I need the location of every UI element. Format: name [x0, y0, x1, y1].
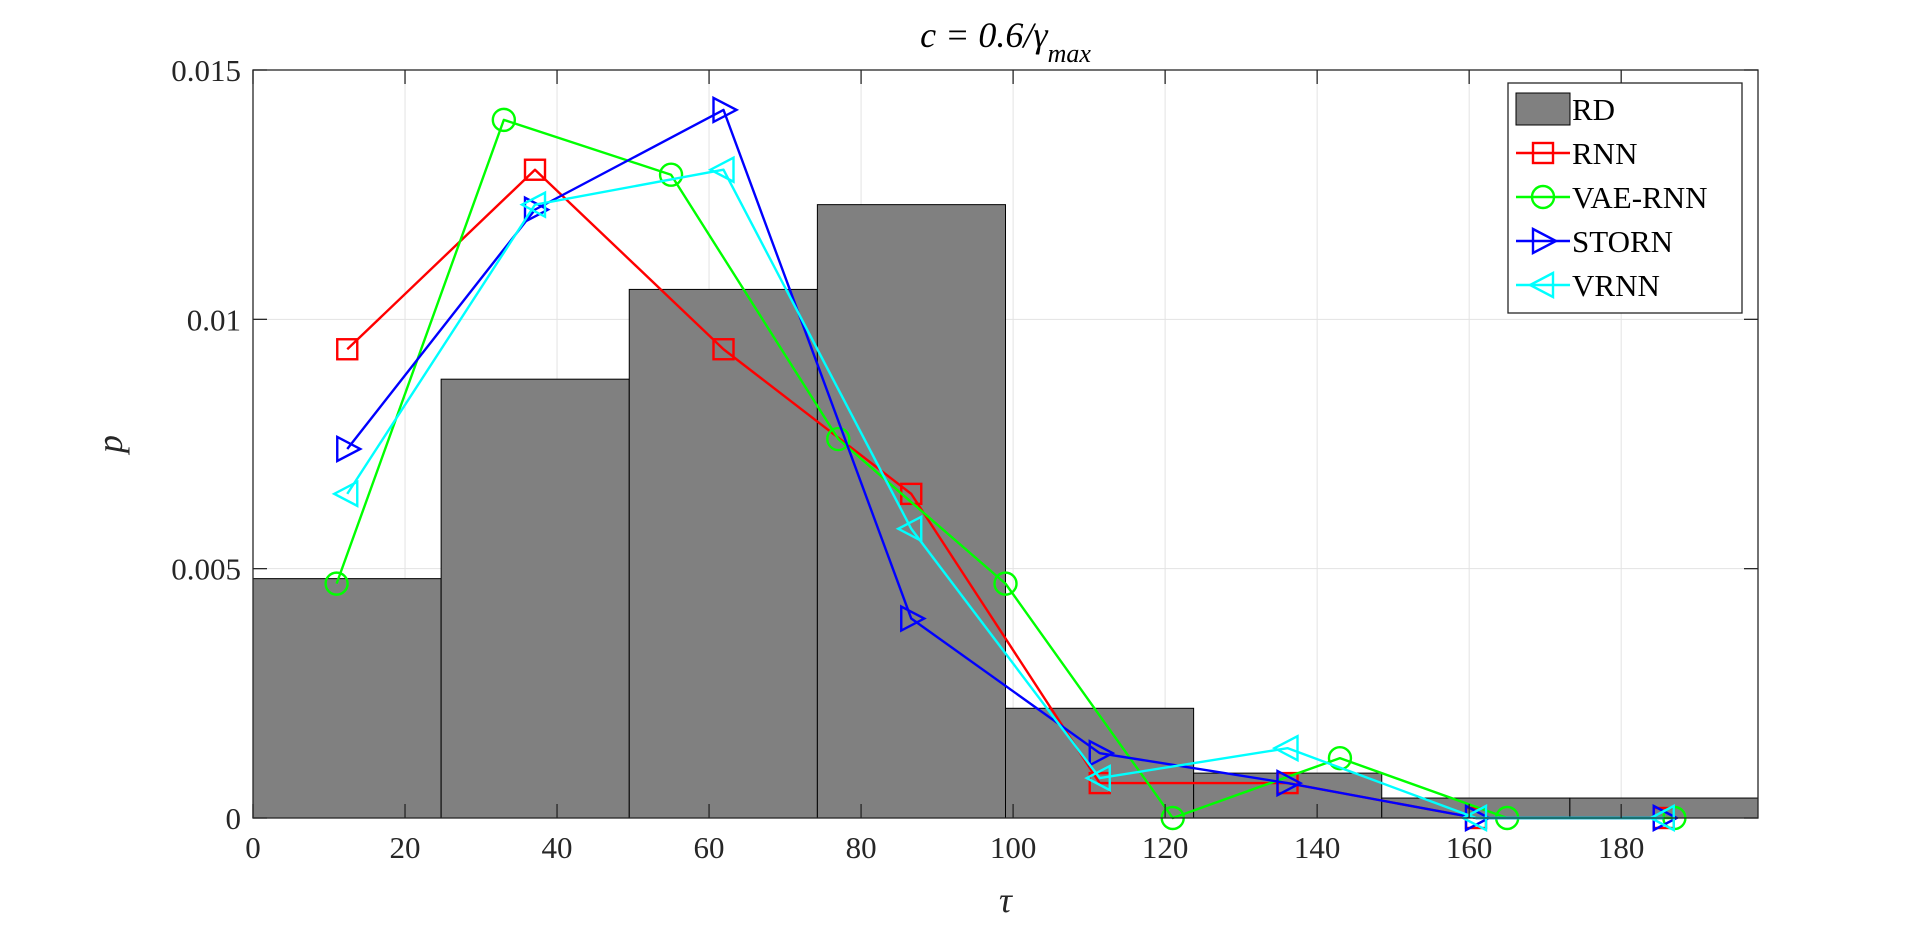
x-tick-label: 180: [1598, 830, 1645, 865]
data-point-storn: [1276, 769, 1304, 798]
histogram-bar: [440, 378, 630, 819]
legend-label: STORN: [1572, 224, 1673, 259]
series-line-vrnn: [346, 168, 1664, 820]
data-point-vrnn: [1084, 764, 1111, 793]
series-lines: [324, 95, 1687, 832]
histogram-bars: [252, 204, 1759, 819]
axis-ticks: 0 20 40 60 80 100 120 140 160 180 0 0.005 0.01 0.015: [171, 53, 1758, 865]
legend-marker: [1527, 271, 1555, 299]
legend: RD RNN VAE-RNN STORN VRNN: [1507, 82, 1743, 314]
data-point-vae-rnn: [1327, 745, 1353, 771]
histogram-bar: [628, 288, 818, 819]
legend-marker: [1531, 141, 1555, 165]
series-line-vae-rnn: [335, 118, 1675, 820]
data-point-vae-rnn: [324, 571, 349, 596]
data-point-rnn: [336, 338, 359, 361]
legend-item-vrnn: VRNN: [1516, 268, 1660, 303]
x-tick-label: 80: [846, 830, 877, 865]
legend-label: VAE-RNN: [1572, 180, 1708, 215]
x-tick-label: 160: [1446, 830, 1493, 865]
series-line-storn: [346, 108, 1664, 820]
plot-frame: [252, 69, 1759, 819]
x-axis-label: τ: [999, 880, 1013, 920]
legend-marker: [1531, 227, 1559, 255]
y-tick-label: 0.015: [171, 53, 241, 88]
chart-title: c = 0.6/γmax: [920, 15, 1091, 68]
x-tick-label: 100: [990, 830, 1037, 865]
data-point-storn: [1088, 739, 1116, 768]
x-tick-label: 60: [694, 830, 725, 865]
legend-item-rd: RD: [1515, 92, 1615, 127]
x-tick-label: 20: [390, 830, 421, 865]
legend-label: RNN: [1572, 136, 1637, 171]
data-point-vae-rnn: [993, 571, 1018, 596]
series-vrnn: [331, 155, 1675, 832]
legend-marker: [1530, 184, 1556, 210]
y-tick-label: 0.01: [187, 302, 241, 337]
x-tick-label: 0: [245, 830, 261, 865]
data-point-vrnn: [1271, 734, 1299, 763]
data-point-rnn: [523, 158, 547, 181]
data-point-storn: [712, 95, 740, 124]
data-point-storn: [336, 435, 363, 463]
data-point-vrnn: [331, 479, 359, 508]
legend-label: RD: [1572, 92, 1615, 127]
legend-item-rnn: RNN: [1516, 136, 1637, 171]
data-point-vrnn: [895, 514, 923, 543]
legend-swatch: [1515, 92, 1571, 126]
data-point-vae-rnn: [658, 162, 684, 187]
legend-label: VRNN: [1572, 268, 1660, 303]
histogram-bar: [816, 204, 1006, 819]
y-tick-label: 0: [226, 801, 242, 836]
histogram-bar: [252, 578, 442, 819]
data-point-storn: [900, 604, 927, 633]
series-storn: [336, 95, 1680, 832]
x-tick-label: 120: [1142, 830, 1189, 865]
x-tick-label: 40: [542, 830, 573, 865]
y-tick-label: 0.005: [171, 552, 241, 587]
data-point-vae-rnn: [826, 426, 851, 452]
x-tick-label: 140: [1294, 830, 1341, 865]
y-axis-label: p: [90, 435, 130, 456]
legend-item-vae-rnn: VAE-RNN: [1516, 180, 1708, 215]
data-point-rnn: [712, 338, 735, 361]
data-point-vrnn: [519, 190, 547, 219]
data-point-vrnn: [707, 155, 735, 184]
data-point-vae-rnn: [491, 107, 517, 133]
legend-item-storn: STORN: [1516, 224, 1673, 259]
